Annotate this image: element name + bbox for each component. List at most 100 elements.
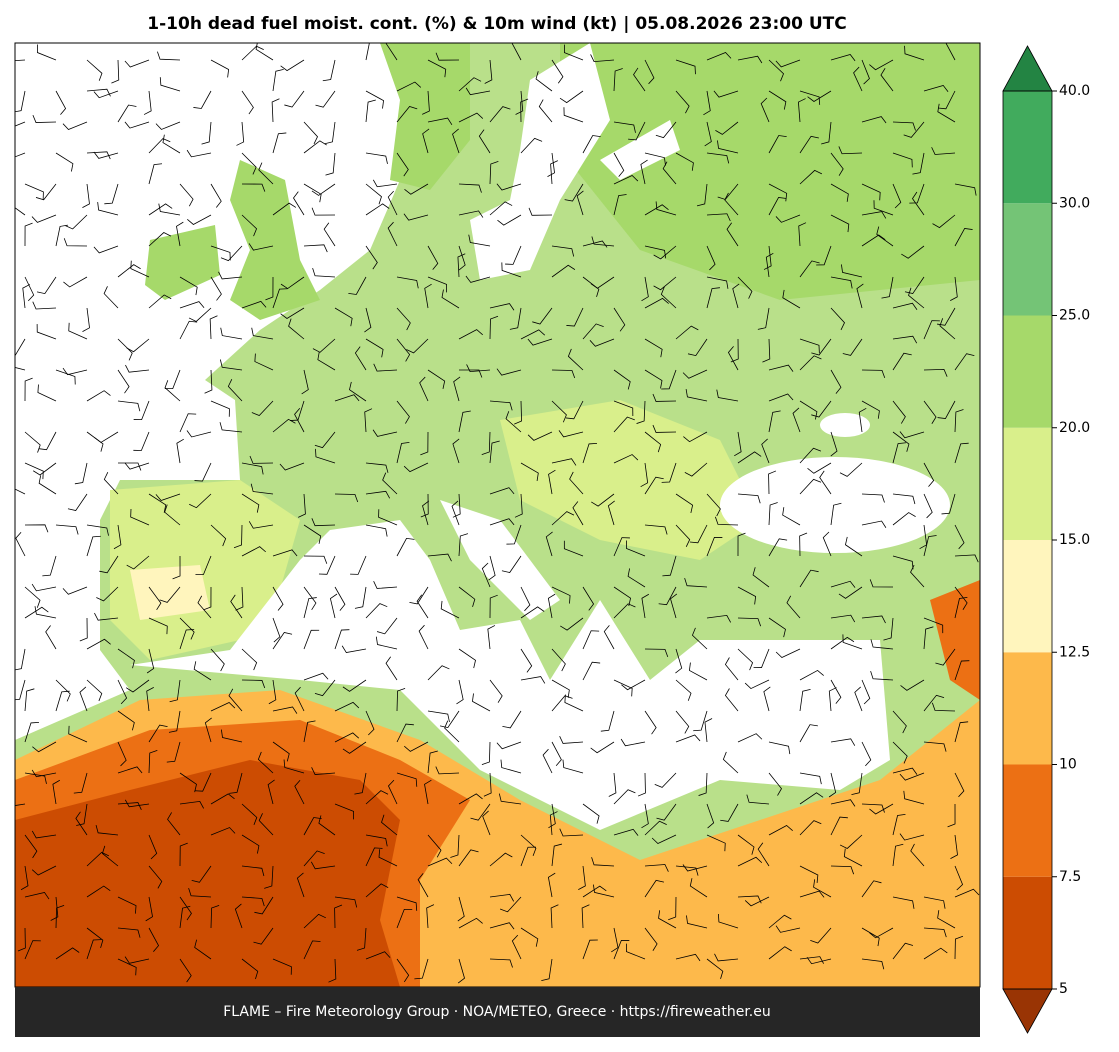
wind-barb [744, 896, 770, 907]
wind-barb [117, 264, 141, 278]
wind-barb [272, 69, 284, 92]
wind-barb [661, 462, 677, 483]
wind-barb [210, 59, 230, 78]
wind-barb [683, 431, 708, 443]
wind-barb [559, 828, 584, 837]
wind-barb [15, 121, 26, 127]
wind-barb [726, 222, 739, 247]
wind-barb [435, 766, 460, 775]
wind-barb [782, 507, 801, 526]
wind-barb [179, 276, 198, 296]
wind-barb [923, 84, 949, 93]
wind-barb [253, 927, 274, 945]
wind-barb [42, 555, 57, 577]
wind-barb [458, 849, 479, 867]
wind-barb [861, 880, 882, 898]
wind-barb [117, 338, 133, 361]
wind-barb [99, 555, 119, 574]
wind-barb [675, 865, 699, 876]
wind-barb [210, 827, 236, 836]
wind-barb [714, 953, 739, 962]
wind-barb [861, 741, 872, 767]
wind-barb [675, 493, 694, 514]
wind-barb [373, 581, 398, 589]
wind-barb [465, 275, 491, 283]
wind-barb [457, 896, 465, 922]
wind-barb [892, 152, 913, 168]
wind-barb [892, 302, 918, 311]
wind-barb [36, 324, 57, 340]
wind-barb [32, 741, 57, 753]
wind-barb [633, 67, 646, 92]
wind-barb [489, 106, 511, 123]
wind-barb [24, 834, 38, 859]
wind-barb [396, 723, 414, 743]
wind-barb [311, 518, 336, 527]
wind-barb [670, 593, 678, 619]
wind-barb [364, 408, 373, 433]
wind-barb [737, 55, 763, 64]
wind-barb [724, 657, 739, 681]
wind-barb [892, 555, 914, 570]
wind-barb [937, 400, 956, 420]
wind-barb [923, 320, 940, 340]
wind-barb [799, 169, 823, 185]
wind-barb [892, 335, 918, 344]
wind-barb [209, 315, 218, 340]
wind-barb [365, 338, 384, 358]
wind-barb [545, 531, 553, 557]
wind-barb [489, 315, 499, 340]
wind-barb [923, 617, 944, 634]
wind-barb [86, 59, 103, 81]
wind-barb [117, 896, 137, 914]
wind-barb [662, 555, 677, 577]
wind-barb [892, 813, 906, 836]
wind-barb [148, 493, 167, 513]
wind-barb [600, 710, 615, 732]
wind-barb [74, 462, 88, 485]
colorbar-band [1003, 203, 1052, 316]
wind-barb [435, 52, 460, 61]
wind-barb [172, 555, 181, 580]
wind-barb [31, 583, 57, 592]
wind-barb [148, 865, 163, 889]
wind-barb [458, 369, 483, 378]
wind-barb [644, 879, 665, 898]
wind-barb [737, 856, 763, 867]
wind-barb [909, 183, 925, 204]
wind-barb [786, 595, 801, 619]
wind-barb [551, 741, 562, 766]
wind-barb [746, 794, 770, 805]
wind-barb [324, 121, 336, 145]
wind-barb [903, 121, 925, 138]
wind-barb [698, 772, 708, 796]
wind-barb [235, 586, 244, 611]
wind-barb [328, 958, 337, 983]
wind-barb [63, 238, 88, 247]
wind-barb [640, 159, 648, 185]
wind-barb [93, 151, 119, 159]
wind-barb [520, 606, 545, 619]
wind-barb [550, 904, 559, 929]
wind-barb [466, 364, 491, 373]
wind-barb [325, 152, 336, 176]
wind-barb [572, 501, 584, 526]
wind-barb [861, 958, 885, 970]
wind-barb [706, 276, 729, 289]
wind-barb [133, 431, 150, 451]
wind-barb [563, 540, 584, 557]
wind-barb [164, 380, 181, 402]
wind-barb [515, 90, 524, 115]
colorbar-tick-label: 15.0 [1059, 532, 1090, 548]
wind-barb [644, 152, 666, 166]
wind-barb [458, 329, 483, 340]
wind-barb [799, 688, 811, 712]
wind-barb [125, 364, 150, 373]
wind-barb [280, 59, 305, 72]
wind-barb [806, 956, 832, 965]
wind-barb [241, 896, 265, 907]
wind-barb [799, 865, 819, 884]
wind-barb [254, 896, 274, 915]
wind-barb [465, 87, 491, 96]
wind-barb [176, 221, 184, 247]
